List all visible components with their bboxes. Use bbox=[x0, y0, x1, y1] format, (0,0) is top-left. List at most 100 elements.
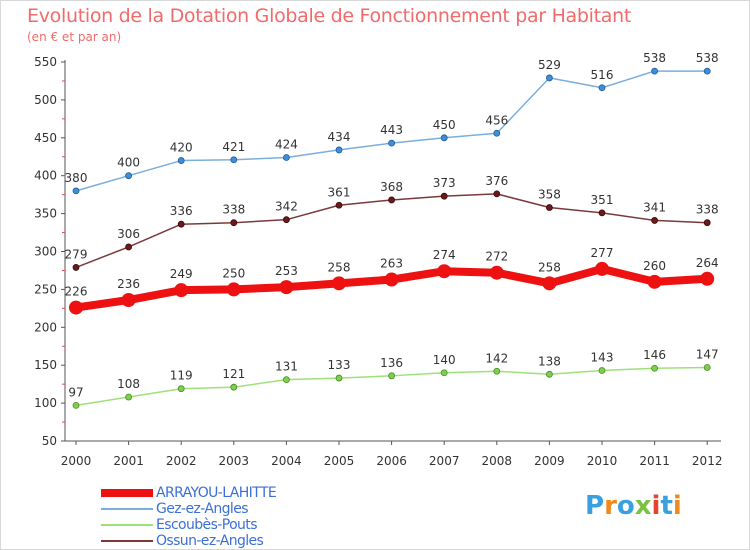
x-tick-label: 2008 bbox=[482, 454, 513, 468]
data-point bbox=[700, 271, 715, 286]
x-tick-label: 2000 bbox=[61, 454, 92, 468]
data-point bbox=[651, 67, 658, 75]
data-label: 376 bbox=[485, 174, 508, 188]
data-label: 338 bbox=[696, 203, 719, 217]
data-point bbox=[230, 156, 238, 164]
chart-title: Evolution de la Dotation Globale de Fonc… bbox=[27, 5, 632, 27]
logo-letter: x bbox=[634, 491, 652, 521]
data-label: 264 bbox=[696, 256, 719, 270]
data-point bbox=[226, 282, 241, 297]
y-tick-label: 200 bbox=[34, 320, 57, 334]
data-point bbox=[121, 293, 136, 308]
data-point bbox=[703, 219, 711, 227]
data-point bbox=[598, 84, 606, 92]
y-tick-label: 350 bbox=[34, 207, 57, 221]
logo-letter: r bbox=[604, 491, 617, 521]
data-point bbox=[388, 196, 396, 204]
y-tick-label: 550 bbox=[34, 55, 57, 69]
data-point bbox=[440, 192, 448, 200]
data-point bbox=[598, 367, 606, 374]
data-point bbox=[335, 374, 343, 382]
data-point bbox=[72, 264, 80, 271]
data-label: 456 bbox=[485, 113, 508, 127]
data-label: 121 bbox=[222, 367, 245, 381]
legend-swatch bbox=[101, 508, 153, 510]
data-point bbox=[72, 401, 80, 409]
data-point bbox=[493, 190, 501, 198]
data-label: 450 bbox=[433, 118, 456, 132]
data-label: 342 bbox=[275, 200, 298, 214]
data-label: 136 bbox=[380, 356, 403, 370]
data-label: 400 bbox=[117, 156, 140, 170]
data-point bbox=[546, 370, 553, 378]
data-labels: 97 108 119 121 131 133 136 140 142 138 143 146 147 27… bbox=[65, 51, 719, 399]
data-label: 250 bbox=[222, 266, 245, 280]
x-tick-label: 2010 bbox=[587, 454, 618, 468]
data-label: 258 bbox=[328, 260, 351, 274]
chart-subtitle: (en € et par an) bbox=[27, 30, 122, 44]
data-point bbox=[69, 300, 83, 315]
x-tick-label: 2012 bbox=[692, 454, 723, 468]
data-point bbox=[125, 172, 132, 180]
data-point bbox=[125, 243, 132, 251]
y-tick-label: 450 bbox=[34, 131, 57, 145]
data-point bbox=[595, 261, 609, 276]
data-point bbox=[72, 187, 80, 195]
x-tick-label: 2011 bbox=[639, 454, 670, 468]
data-point bbox=[335, 201, 343, 209]
data-label: 249 bbox=[170, 267, 193, 281]
data-label: 236 bbox=[117, 277, 140, 291]
data-point bbox=[651, 217, 658, 224]
data-label: 538 bbox=[643, 51, 666, 65]
proxiti-logo: Proxiti bbox=[585, 491, 682, 521]
data-label: 260 bbox=[643, 259, 666, 273]
x-tick-label: 2001 bbox=[113, 454, 144, 468]
data-label: 358 bbox=[538, 188, 561, 202]
x-tick-label: 2004 bbox=[271, 454, 302, 468]
data-point bbox=[647, 274, 662, 289]
y-tick-label: 500 bbox=[34, 93, 57, 107]
data-point bbox=[282, 376, 290, 384]
x-tick-label: 2007 bbox=[429, 454, 460, 468]
data-label: 420 bbox=[170, 141, 193, 155]
legend-swatch bbox=[101, 540, 153, 542]
data-label: 279 bbox=[65, 247, 88, 261]
data-label: 119 bbox=[170, 369, 193, 383]
legend-label: ARRAYOU-LAHITTE bbox=[156, 485, 277, 501]
data-point bbox=[282, 216, 290, 224]
data-label: 361 bbox=[328, 185, 351, 199]
data-point bbox=[335, 146, 343, 154]
data-label: 306 bbox=[117, 227, 140, 241]
axes: 50 100 150 200 250 300 350 400 450 500 550 2000 2001… bbox=[34, 55, 722, 468]
data-point bbox=[388, 139, 396, 147]
logo-letter: t bbox=[660, 491, 673, 521]
data-label: 97 bbox=[68, 385, 83, 399]
logo-letter: i bbox=[672, 491, 682, 521]
data-label: 368 bbox=[380, 180, 403, 194]
data-point bbox=[174, 283, 189, 298]
data-point bbox=[440, 369, 448, 377]
data-label: 529 bbox=[538, 58, 561, 72]
data-point bbox=[125, 393, 132, 401]
data-point bbox=[230, 219, 238, 227]
legend-swatch bbox=[101, 524, 153, 526]
data-label: 421 bbox=[222, 140, 245, 154]
data-label: 146 bbox=[643, 348, 666, 362]
x-tick-label: 2005 bbox=[324, 454, 355, 468]
data-point bbox=[230, 383, 238, 391]
y-tick-label: 100 bbox=[34, 396, 57, 410]
data-label: 434 bbox=[328, 130, 351, 144]
data-label: 443 bbox=[380, 123, 403, 137]
y-tick-label: 250 bbox=[34, 282, 57, 296]
legend-label: Escoubès-Pouts bbox=[156, 517, 257, 533]
logo-letter: i bbox=[651, 491, 661, 521]
data-label: 108 bbox=[117, 377, 140, 391]
y-tick-label: 300 bbox=[34, 245, 57, 259]
data-label: 226 bbox=[65, 285, 88, 299]
x-tick-label: 2003 bbox=[219, 454, 250, 468]
x-tick-label: 2009 bbox=[534, 454, 565, 468]
data-point bbox=[703, 364, 711, 371]
data-point bbox=[493, 129, 501, 137]
